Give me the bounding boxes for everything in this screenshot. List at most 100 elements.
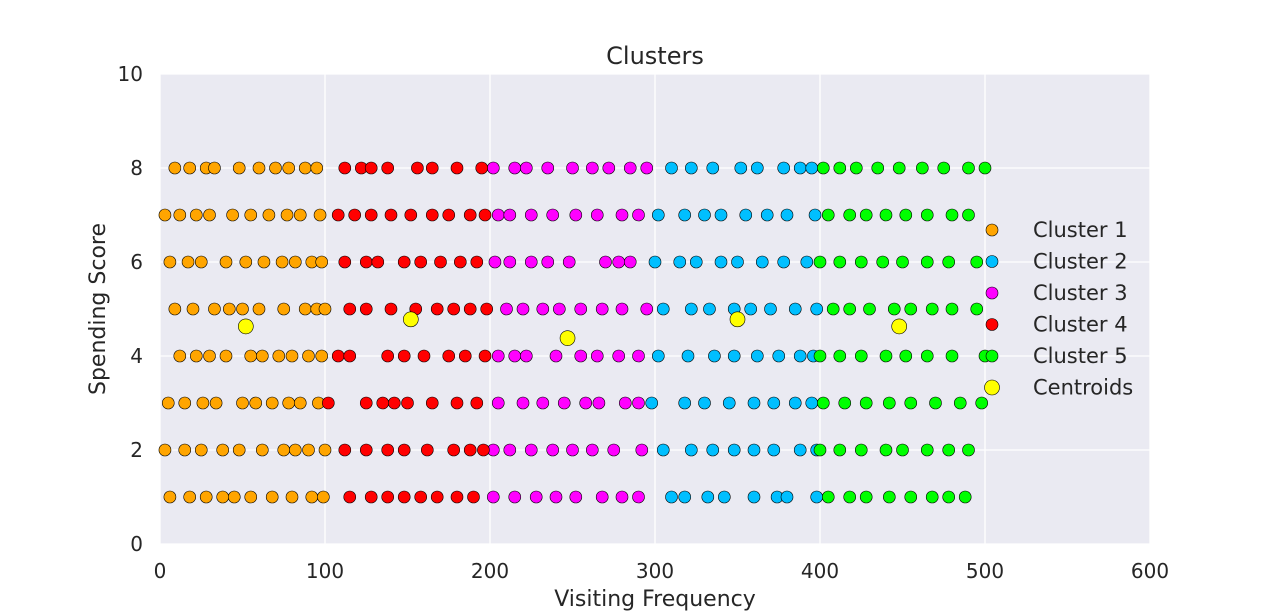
data-point [833,349,847,363]
data-point [915,161,929,175]
data-point [882,396,896,410]
data-point [739,208,753,222]
data-point [387,396,401,410]
y-axis-label: Spending Score [86,223,111,395]
data-point [519,161,533,175]
data-point [821,208,835,222]
data-point [975,396,989,410]
data-point [163,490,177,504]
x-tick-label: 500 [966,559,1004,583]
data-point [689,255,703,269]
data-point [298,161,312,175]
data-point [684,302,698,316]
data-point [168,302,182,316]
data-point [849,161,863,175]
data-point [384,302,398,316]
data-point [338,161,352,175]
x-tick-label: 100 [306,559,344,583]
data-point [508,349,522,363]
x-tick-label: 200 [471,559,509,583]
data-point [364,208,378,222]
data-point [962,161,975,175]
data-point [635,443,649,457]
data-point [216,490,229,504]
data-point [970,255,984,269]
data-point [602,161,616,175]
data-point [516,396,530,410]
data-point [285,490,299,504]
data-point [508,161,522,175]
data-point [681,349,695,363]
data-point [585,443,599,457]
centroid-point [891,318,908,335]
data-point [607,443,621,457]
data-point [384,208,398,222]
y-tick-label: 8 [130,156,143,180]
data-point [236,302,249,316]
data-point [536,302,550,316]
data-point [343,302,357,316]
chart-title: Clusters [606,42,704,70]
data-point [262,208,276,222]
data-point [859,396,873,410]
data-point [317,490,330,504]
data-point [226,208,239,222]
data-point [747,396,761,410]
data-point [194,443,208,457]
data-point [430,302,444,316]
data-point [546,443,560,457]
data-point [569,490,583,504]
data-point [280,208,294,222]
data-point [978,161,992,175]
data-point [285,349,299,363]
data-point [722,396,736,410]
data-point [293,396,307,410]
data-point [945,349,959,363]
data-point [970,302,984,316]
centroid-point [238,318,254,335]
data-point [698,396,711,410]
data-point [899,208,913,222]
data-points [158,161,992,504]
data-point [788,302,802,316]
data-point [892,161,906,175]
y-tick-label: 0 [130,532,143,556]
data-point [925,302,939,316]
data-point [477,443,490,457]
data-point [209,396,223,410]
data-point [269,161,282,175]
data-point [232,161,246,175]
y-tick-label: 2 [130,438,143,462]
data-point [750,161,764,175]
data-point [640,161,654,175]
data-point [896,443,909,457]
data-point [359,302,373,316]
data-point [199,490,213,504]
data-point [249,396,262,410]
data-point [404,208,418,222]
data-point [381,490,395,504]
data-point [277,302,291,316]
data-point [463,302,477,316]
data-point [826,302,840,316]
data-point [843,208,857,222]
centroid-point [559,330,576,346]
data-point [546,208,560,222]
data-point [331,349,345,363]
data-point [524,255,538,269]
data-point [777,161,791,175]
data-point [734,161,748,175]
data-point [800,255,814,269]
data-point [315,255,329,269]
data-point [491,208,505,222]
data-point [595,490,609,504]
legend-marker [984,379,1000,396]
x-axis-label: Visiting Frequency [554,587,756,612]
data-point [612,349,626,363]
data-point [645,396,659,410]
data-point [640,302,654,316]
data-point [714,255,728,269]
data-point [896,255,909,269]
data-point [216,443,229,457]
data-point [173,349,187,363]
